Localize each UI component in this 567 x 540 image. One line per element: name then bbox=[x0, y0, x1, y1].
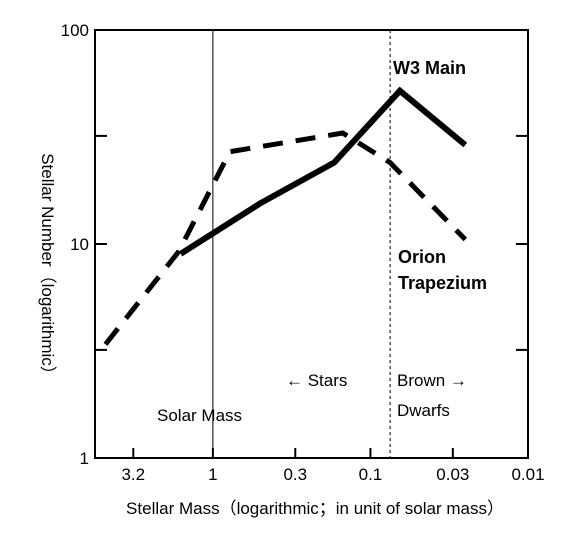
y-axis-title: Stellar Number（logarithmic） bbox=[38, 153, 57, 383]
series-label-orion-line2: Trapezium bbox=[398, 273, 487, 293]
series-line-w3-main bbox=[179, 86, 468, 257]
y-tick-label: 100 bbox=[61, 21, 89, 40]
annotation-solar-mass: Solar Mass bbox=[157, 406, 242, 425]
series-lines bbox=[103, 86, 468, 346]
x-tick-label: 0.03 bbox=[436, 465, 469, 484]
annotation-dwarfs: Dwarfs bbox=[397, 401, 450, 420]
x-tick-label: 3.2 bbox=[121, 465, 145, 484]
x-axis-title: Stellar Mass（logarithmic；in unit of sola… bbox=[126, 499, 504, 518]
x-tick-label: 0.1 bbox=[359, 465, 383, 484]
y-tick-label: 1 bbox=[80, 449, 89, 468]
reference-lines bbox=[212, 30, 391, 458]
series-line-orion-trapezium bbox=[103, 130, 468, 346]
x-axis-ticks: 3.2 1 0.3 0.1 0.03 0.01 bbox=[121, 448, 545, 484]
y-tick-label: 10 bbox=[70, 235, 89, 254]
plot-frame bbox=[94, 29, 529, 459]
x-tick-label: 0.01 bbox=[511, 465, 544, 484]
y-axis-ticks: 100 10 1 bbox=[61, 21, 528, 468]
annotation-brown: Brown → bbox=[397, 371, 467, 390]
series-label-w3-main: W3 Main bbox=[393, 58, 466, 78]
series-label-orion-line1: Orion bbox=[398, 247, 446, 267]
x-tick-label: 0.3 bbox=[283, 465, 307, 484]
annotation-stars: ← Stars bbox=[286, 371, 347, 390]
x-tick-label: 1 bbox=[208, 465, 217, 484]
